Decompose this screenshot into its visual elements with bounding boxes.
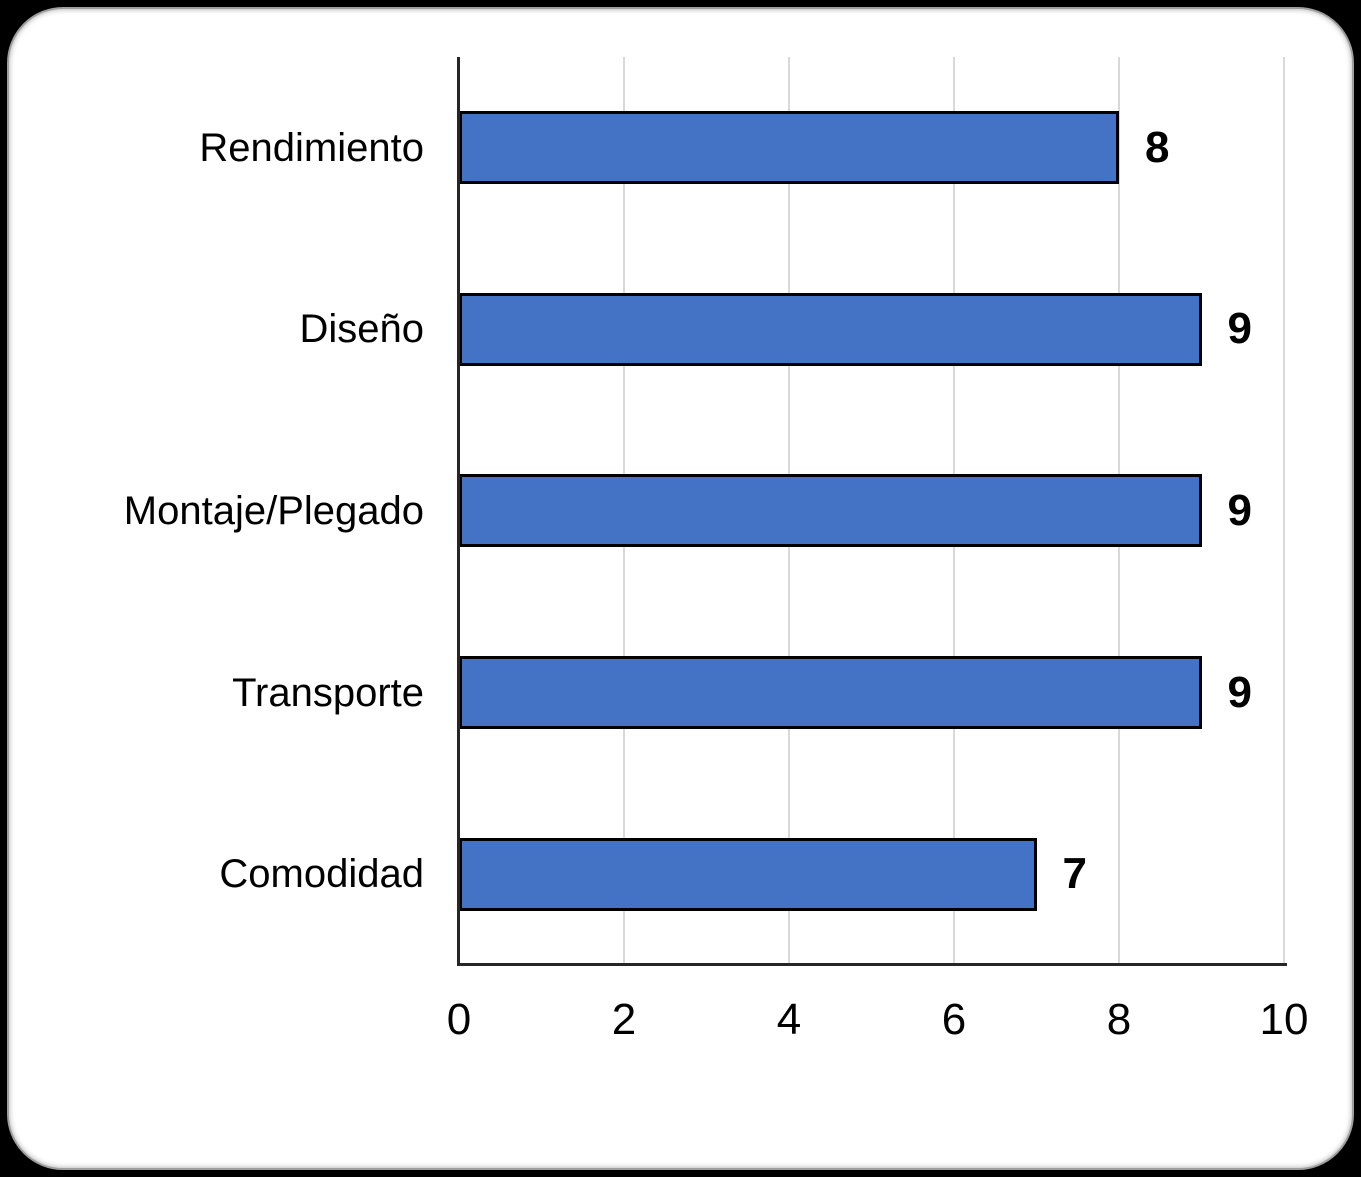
bar-value-label: 8 bbox=[1145, 122, 1170, 172]
category-label-row: Montaje/Plegado bbox=[0, 420, 424, 602]
chart-card bbox=[7, 7, 1354, 1170]
bar bbox=[459, 837, 1037, 911]
bar-row: 9 bbox=[459, 420, 1284, 602]
category-label-row: Rendimiento bbox=[0, 57, 424, 239]
x-tick-label: 0 bbox=[446, 995, 472, 1044]
x-axis-line bbox=[457, 963, 1287, 966]
category-label-row: Transporte bbox=[0, 602, 424, 784]
bar-value-label: 9 bbox=[1227, 304, 1252, 354]
category-label: Rendimiento bbox=[199, 125, 424, 170]
y-axis-line bbox=[457, 57, 460, 965]
bar-row: 8 bbox=[459, 57, 1284, 239]
gridline bbox=[1283, 57, 1285, 965]
x-tick-label: 6 bbox=[941, 995, 967, 1044]
bar bbox=[459, 656, 1202, 730]
x-tick-label: 10 bbox=[1259, 995, 1309, 1044]
category-labels: Rendimiento Diseño Montaje/Plegado Transpor… bbox=[0, 57, 424, 965]
bar-value-label: 9 bbox=[1227, 667, 1252, 717]
bar bbox=[459, 292, 1202, 366]
bar bbox=[459, 111, 1119, 185]
x-axis-ticks: 0 2 4 6 8 10 bbox=[447, 992, 1309, 1048]
category-label: Transporte bbox=[232, 670, 424, 715]
x-tick-label: 8 bbox=[1106, 995, 1132, 1044]
bar-value-label: 7 bbox=[1062, 849, 1087, 899]
bar bbox=[459, 474, 1202, 548]
bar-row: 7 bbox=[459, 783, 1284, 965]
category-label: Montaje/Plegado bbox=[123, 488, 424, 533]
x-tick-label: 2 bbox=[611, 995, 637, 1044]
category-label: Diseño bbox=[299, 307, 424, 352]
category-label: Comodidad bbox=[219, 852, 424, 897]
category-label-row: Diseño bbox=[0, 239, 424, 421]
category-label-row: Comodidad bbox=[0, 783, 424, 965]
bar-row: 9 bbox=[459, 239, 1284, 421]
plot-area: 8 9 9 9 7 bbox=[459, 57, 1285, 965]
bar-value-label: 9 bbox=[1227, 485, 1252, 535]
bar-row: 9 bbox=[459, 602, 1284, 784]
x-tick-label: 4 bbox=[776, 995, 802, 1044]
